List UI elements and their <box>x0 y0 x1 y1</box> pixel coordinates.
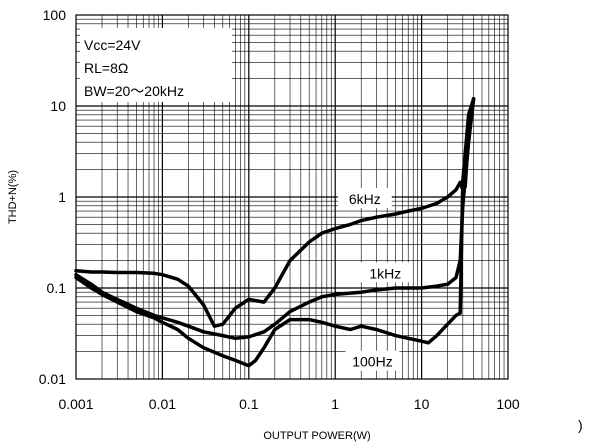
annotation-bw: BW=20～20kHz <box>84 83 184 99</box>
conditions-annotation: Vcc=24V RL=8Ω BW=20～20kHz <box>80 28 232 102</box>
series-label-100hz: 100Hz <box>352 354 392 370</box>
x-tick-label: 1 <box>331 396 339 412</box>
series-line-1khz <box>74 97 476 341</box>
stray-parenthesis-mark: ) <box>578 417 583 433</box>
x-tick-label: 0.001 <box>58 396 93 412</box>
x-tick-label: 100 <box>496 396 520 412</box>
series-line-6khz <box>74 97 476 328</box>
x-axis-label: OUTPUT POWER(W) <box>263 430 370 442</box>
series-label-6khz: 6kHz <box>349 191 381 207</box>
plot-area-frame <box>75 14 509 380</box>
x-tick-label: 0.1 <box>239 396 259 412</box>
x-axis-tick-labels: 0.001 0.01 0.1 1 10 100 <box>58 396 519 412</box>
y-tick-label: 10 <box>50 98 66 114</box>
y-tick-label: 100 <box>43 7 67 23</box>
annotation-vcc: Vcc=24V <box>84 37 141 53</box>
annotation-rl: RL=8Ω <box>84 60 128 76</box>
series-labels: 6kHz 1kHz 100Hz <box>337 188 413 371</box>
y-tick-label: 1 <box>58 189 66 205</box>
series-label-background <box>345 350 400 371</box>
series-label-1khz: 1kHz <box>369 265 401 281</box>
y-axis-tick-labels: 100 10 1 0.1 0.01 <box>39 7 66 387</box>
y-axis-label: THD+N(%) <box>7 170 19 224</box>
series-label-background <box>337 188 392 209</box>
series-lines <box>74 97 476 368</box>
y-tick-label: 0.1 <box>47 280 67 296</box>
series-label-background <box>358 262 413 283</box>
x-tick-label: 10 <box>414 396 430 412</box>
x-tick-label: 0.01 <box>149 396 176 412</box>
series-line-100hz <box>74 97 476 368</box>
y-tick-label: 0.01 <box>39 371 66 387</box>
